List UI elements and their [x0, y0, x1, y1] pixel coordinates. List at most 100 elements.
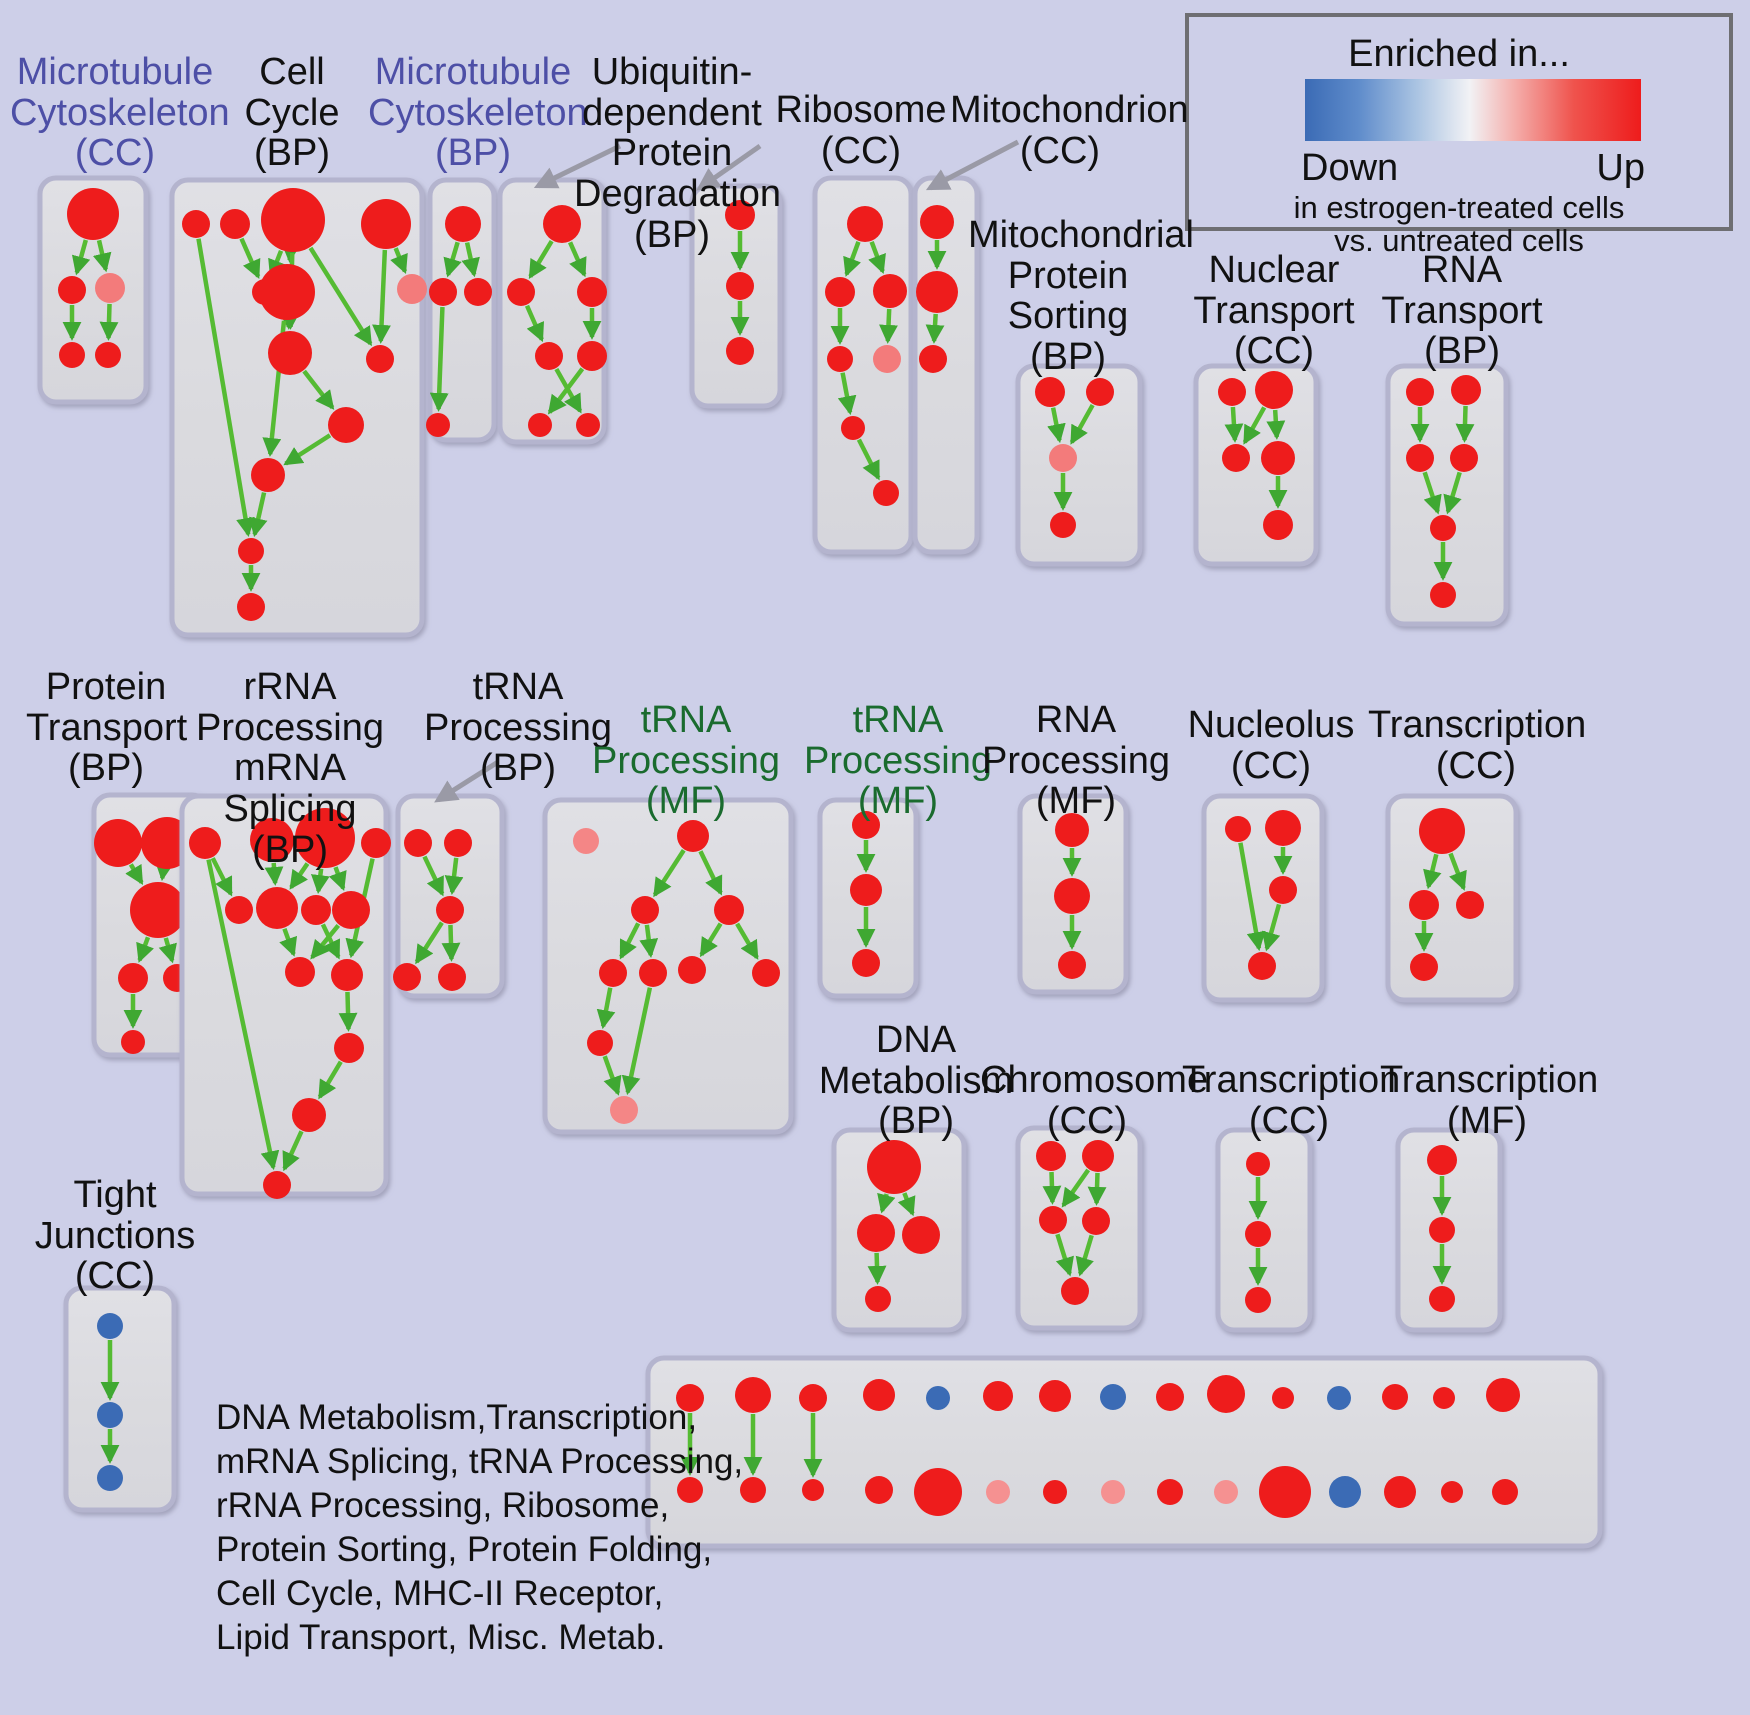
- gene-node[interactable]: [726, 337, 754, 365]
- gene-node[interactable]: [429, 278, 457, 306]
- gene-node[interactable]: [873, 480, 899, 506]
- gene-node[interactable]: [1100, 1384, 1126, 1410]
- gene-node[interactable]: [1441, 1481, 1463, 1503]
- gene-node[interactable]: [1058, 951, 1086, 979]
- gene-node[interactable]: [986, 1480, 1010, 1504]
- gene-node[interactable]: [1409, 890, 1439, 920]
- gene-node[interactable]: [714, 895, 744, 925]
- gene-node[interactable]: [926, 1386, 950, 1410]
- gene-node[interactable]: [873, 274, 907, 308]
- gene-node[interactable]: [1157, 1479, 1183, 1505]
- gene-node[interactable]: [95, 342, 121, 368]
- gene-node[interactable]: [220, 209, 250, 239]
- gene-node[interactable]: [676, 1384, 704, 1412]
- gene-node[interactable]: [678, 956, 706, 984]
- gene-node[interactable]: [1259, 1466, 1311, 1518]
- gene-node[interactable]: [1101, 1480, 1125, 1504]
- gene-node[interactable]: [426, 413, 450, 437]
- gene-node[interactable]: [983, 1381, 1013, 1411]
- gene-node[interactable]: [852, 811, 880, 839]
- gene-node[interactable]: [1327, 1386, 1351, 1410]
- gene-node[interactable]: [130, 882, 186, 938]
- gene-node[interactable]: [577, 341, 607, 371]
- gene-node[interactable]: [225, 896, 253, 924]
- gene-node[interactable]: [752, 959, 780, 987]
- gene-node[interactable]: [121, 1030, 145, 1054]
- gene-node[interactable]: [507, 278, 535, 306]
- gene-node[interactable]: [850, 874, 882, 906]
- gene-node[interactable]: [182, 210, 210, 238]
- gene-node[interactable]: [827, 346, 853, 372]
- gene-node[interactable]: [59, 342, 85, 368]
- gene-node[interactable]: [528, 413, 552, 437]
- gene-node[interactable]: [1036, 1141, 1066, 1171]
- gene-node[interactable]: [1261, 441, 1295, 475]
- gene-node[interactable]: [189, 827, 221, 859]
- gene-node[interactable]: [259, 264, 315, 320]
- gene-node[interactable]: [1269, 876, 1297, 904]
- gene-node[interactable]: [118, 963, 148, 993]
- gene-node[interactable]: [1082, 1140, 1114, 1172]
- gene-node[interactable]: [397, 274, 427, 304]
- gene-node[interactable]: [920, 205, 954, 239]
- gene-node[interactable]: [631, 896, 659, 924]
- gene-node[interactable]: [1427, 1145, 1457, 1175]
- gene-node[interactable]: [1222, 444, 1250, 472]
- gene-node[interactable]: [464, 278, 492, 306]
- gene-node[interactable]: [852, 949, 880, 977]
- gene-node[interactable]: [902, 1216, 940, 1254]
- gene-node[interactable]: [639, 959, 667, 987]
- gene-node[interactable]: [1054, 878, 1090, 914]
- gene-node[interactable]: [295, 808, 355, 868]
- gene-node[interactable]: [256, 887, 298, 929]
- gene-node[interactable]: [873, 345, 901, 373]
- gene-node[interactable]: [740, 1477, 766, 1503]
- gene-node[interactable]: [1214, 1480, 1238, 1504]
- gene-node[interactable]: [97, 1402, 123, 1428]
- gene-node[interactable]: [1082, 1207, 1110, 1235]
- gene-node[interactable]: [292, 1098, 326, 1132]
- gene-node[interactable]: [1050, 512, 1076, 538]
- gene-node[interactable]: [726, 272, 754, 300]
- gene-node[interactable]: [366, 345, 394, 373]
- gene-node[interactable]: [735, 1377, 771, 1413]
- gene-node[interactable]: [1492, 1479, 1518, 1505]
- gene-node[interactable]: [1433, 1387, 1455, 1409]
- gene-node[interactable]: [867, 1140, 921, 1194]
- gene-node[interactable]: [301, 895, 331, 925]
- gene-node[interactable]: [1207, 1375, 1245, 1413]
- gene-node[interactable]: [1245, 1287, 1271, 1313]
- gene-node[interactable]: [1039, 1206, 1067, 1234]
- gene-node[interactable]: [863, 1379, 895, 1411]
- gene-node[interactable]: [1384, 1476, 1416, 1508]
- gene-node[interactable]: [97, 1465, 123, 1491]
- gene-node[interactable]: [1486, 1378, 1520, 1412]
- gene-node[interactable]: [677, 1477, 703, 1503]
- gene-node[interactable]: [263, 1171, 291, 1199]
- gene-node[interactable]: [268, 331, 312, 375]
- gene-node[interactable]: [436, 896, 464, 924]
- gene-node[interactable]: [865, 1286, 891, 1312]
- gene-node[interactable]: [535, 342, 563, 370]
- gene-node[interactable]: [1245, 1221, 1271, 1247]
- gene-node[interactable]: [865, 1476, 893, 1504]
- gene-node[interactable]: [1255, 371, 1293, 409]
- gene-node[interactable]: [1156, 1383, 1184, 1411]
- gene-node[interactable]: [1429, 1286, 1455, 1312]
- gene-node[interactable]: [393, 963, 421, 991]
- gene-node[interactable]: [328, 407, 364, 443]
- gene-node[interactable]: [914, 1468, 962, 1516]
- gene-node[interactable]: [1429, 1217, 1455, 1243]
- gene-node[interactable]: [1406, 378, 1434, 406]
- gene-node[interactable]: [1382, 1384, 1408, 1410]
- gene-node[interactable]: [334, 1033, 364, 1063]
- gene-node[interactable]: [1061, 1277, 1089, 1305]
- gene-node[interactable]: [332, 891, 370, 929]
- gene-node[interactable]: [725, 200, 755, 230]
- gene-node[interactable]: [438, 963, 466, 991]
- gene-node[interactable]: [1272, 1387, 1294, 1409]
- gene-node[interactable]: [599, 959, 627, 987]
- gene-node[interactable]: [1225, 816, 1251, 842]
- gene-node[interactable]: [1419, 808, 1465, 854]
- gene-node[interactable]: [261, 188, 325, 252]
